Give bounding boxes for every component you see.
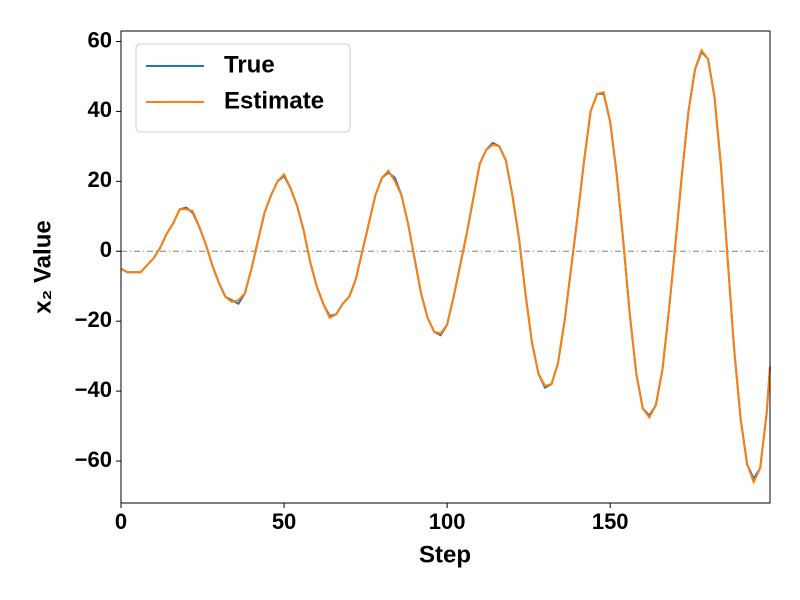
y-tick-label: 40 [88,97,112,122]
x-tick-label: 150 [592,509,629,534]
y-tick-label: 60 [88,27,112,52]
y-tick-label: −20 [75,307,112,332]
legend-label: Estimate [224,87,324,114]
series-line [120,48,771,485]
y-axis-label: x₂ Value [29,220,56,313]
plot-frame [120,30,771,504]
y-tick-label: −60 [75,447,112,472]
x-tick-label: 0 [115,509,127,534]
x-tick-label: 50 [272,509,296,534]
x-tick-label: 100 [429,509,466,534]
y-tick-label: 20 [88,167,112,192]
y-tick-label: −40 [75,377,112,402]
legend-label: True [224,51,275,78]
y-tick-label: 0 [100,237,112,262]
x-axis-label: Step [419,541,471,568]
